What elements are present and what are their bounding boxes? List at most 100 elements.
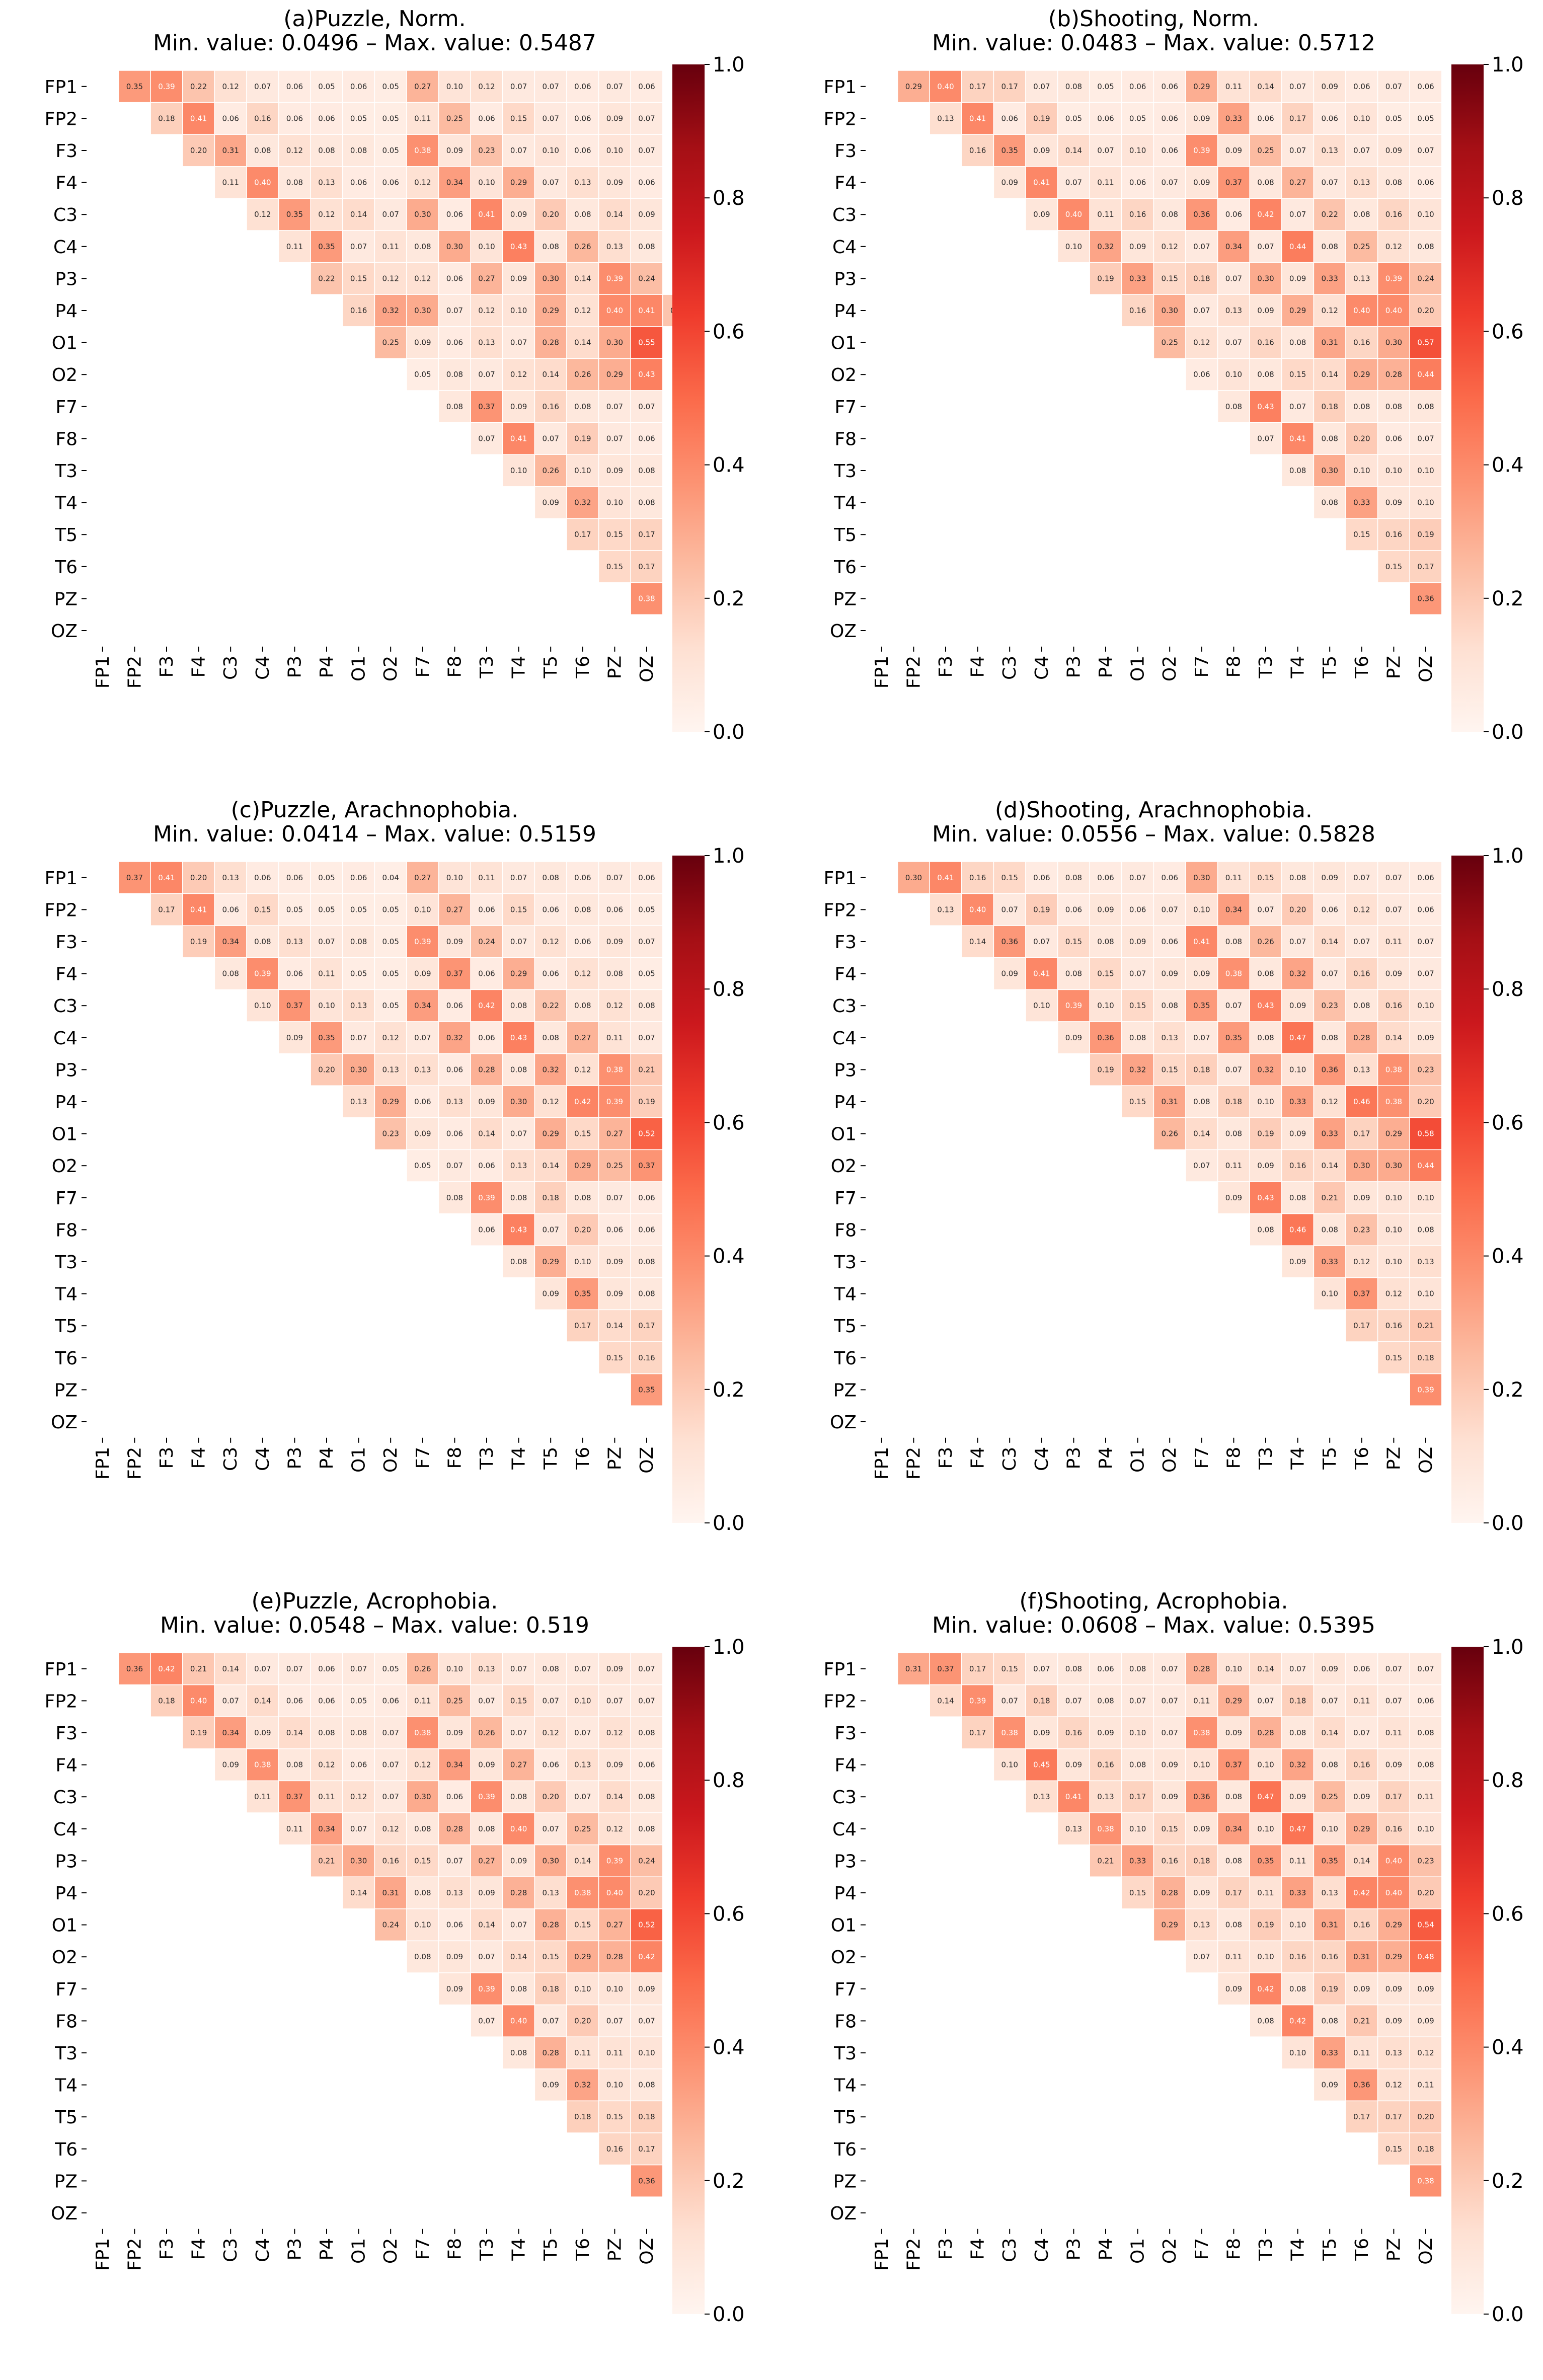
heatmap-cell (1153, 230, 1186, 263)
cell-value-label: 0.27 (414, 82, 431, 91)
heatmap-cell (630, 1213, 663, 1246)
cell-value-label: 0.07 (1161, 178, 1178, 187)
heatmap-cell (630, 454, 663, 487)
cell-value-label: 0.08 (1321, 434, 1338, 443)
heatmap-cell (1377, 1213, 1410, 1246)
heatmap-cell (566, 1149, 599, 1182)
cell-value-label: 0.29 (542, 1257, 559, 1266)
x-tick-label: T3 (1256, 656, 1276, 679)
cell-value-label: 0.35 (286, 210, 303, 219)
cell-value-label: 0.07 (1161, 1696, 1178, 1705)
cell-value-label: 0.12 (510, 370, 527, 379)
x-tick-label: P3 (284, 1447, 305, 1470)
heatmap-cell (534, 1748, 567, 1782)
y-tick-label: P3 (834, 1060, 857, 1081)
heatmap-panel-c: (c)Puzzle, Arachnophobia.Min. value: 0.0… (45, 797, 745, 1535)
heatmap-cell (1121, 1748, 1154, 1782)
cell-value-label: 0.07 (638, 2016, 655, 2025)
heatmap-cell (1185, 1149, 1218, 1182)
y-tick-label: F3 (834, 141, 857, 162)
x-tick-label: T5 (1320, 656, 1340, 679)
cell-value-label: 0.07 (510, 1921, 527, 1930)
cell-value-label: 0.19 (190, 1728, 207, 1737)
heatmap-cell (1313, 893, 1346, 926)
cell-value-label: 0.08 (414, 1952, 431, 1961)
heatmap-cell (961, 1652, 994, 1685)
y-tick-label: T3 (833, 461, 857, 482)
x-tick-label: F8 (1223, 1447, 1244, 1469)
x-tick-label: F7 (1192, 656, 1212, 678)
heatmap-cell (438, 358, 471, 391)
x-tick-label: PZ (1383, 656, 1404, 679)
colorbar-tick-label: 0.2 (1492, 587, 1524, 610)
cell-value-label: 0.26 (574, 242, 591, 251)
colorbar-tick-label: 0.4 (713, 454, 745, 477)
heatmap-cell (438, 1908, 471, 1942)
heatmap-cell (1121, 1085, 1154, 1118)
cell-value-label: 0.08 (510, 1001, 527, 1010)
cell-value-label: 0.42 (158, 1664, 175, 1673)
cell-value-label: 0.07 (510, 873, 527, 882)
cell-value-label: 0.06 (638, 1225, 655, 1234)
cell-value-label: 0.06 (1161, 82, 1178, 91)
y-tick-label: F3 (834, 1723, 857, 1744)
heatmap-cell (438, 1684, 471, 1717)
heatmap-cell (1217, 1780, 1250, 1813)
cell-value-label: 0.08 (1417, 402, 1434, 411)
colorbar (672, 856, 705, 1523)
heatmap-cell (502, 454, 535, 487)
cell-value-label: 0.17 (1353, 2112, 1370, 2121)
heatmap-cell (1185, 989, 1218, 1022)
heatmap-cell (566, 358, 599, 391)
heatmap-cell (278, 957, 311, 990)
cell-value-label: 0.32 (574, 498, 591, 507)
colorbar (672, 1647, 705, 2314)
cell-value-label: 0.20 (1417, 2112, 1434, 2121)
heatmap-cell (534, 390, 567, 423)
cell-value-label: 0.25 (446, 114, 463, 123)
cell-value-label: 0.30 (414, 210, 431, 219)
cell-value-label: 0.07 (574, 1792, 591, 1801)
heatmap-cell (534, 166, 567, 199)
heatmap-cell (566, 1021, 599, 1054)
cell-value-label: 0.08 (1385, 178, 1402, 187)
y-tick-label: C4 (832, 1028, 857, 1049)
heatmap-cell (1153, 262, 1186, 295)
cell-value-label: 0.29 (542, 1129, 559, 1138)
cell-value-label: 0.05 (382, 146, 399, 155)
cell-value-label: 0.12 (286, 146, 303, 155)
cell-value-label: 0.08 (1385, 402, 1402, 411)
heatmap-cell (502, 1213, 535, 1246)
heatmap-cell (1185, 134, 1218, 167)
cell-value-label: 0.06 (478, 1033, 495, 1042)
heatmap-cell (1377, 1341, 1410, 1374)
x-tick-label: T4 (509, 2238, 529, 2261)
heatmap-cell (1409, 1245, 1442, 1278)
cell-value-label: 0.54 (1417, 1921, 1434, 1930)
heatmap-cell (1409, 518, 1442, 551)
cell-value-label: 0.12 (478, 82, 495, 91)
panel-subtitle: Min. value: 0.0608 – Max. value: 0.5395 (932, 1613, 1375, 1638)
heatmap-cell (598, 294, 631, 327)
cell-value-label: 0.08 (1193, 1097, 1210, 1106)
cell-value-label: 0.07 (1225, 1001, 1242, 1010)
cell-value-label: 0.06 (638, 873, 655, 882)
cell-value-label: 0.27 (606, 1129, 623, 1138)
heatmap-cell (961, 925, 994, 958)
colorbar-tick-label: 0.2 (713, 587, 745, 610)
cell-value-label: 0.08 (510, 1257, 527, 1266)
cell-value-label: 0.07 (1417, 969, 1434, 978)
cell-value-label: 0.20 (318, 1065, 335, 1074)
heatmap-cell (150, 70, 183, 103)
cell-value-label: 0.33 (1225, 114, 1242, 123)
heatmap-cell (598, 1277, 631, 1311)
x-tick-label: F7 (413, 1447, 433, 1469)
cell-value-label: 0.08 (1257, 178, 1274, 187)
heatmap-cell (1153, 1812, 1186, 1846)
cell-value-label: 0.34 (1225, 1824, 1242, 1833)
y-tick-label: F7 (55, 1979, 78, 2000)
cell-value-label: 0.10 (1257, 1824, 1274, 1833)
cell-value-label: 0.08 (1289, 873, 1306, 882)
heatmap-cell (1313, 2004, 1346, 2037)
cell-value-label: 0.44 (1417, 370, 1434, 379)
